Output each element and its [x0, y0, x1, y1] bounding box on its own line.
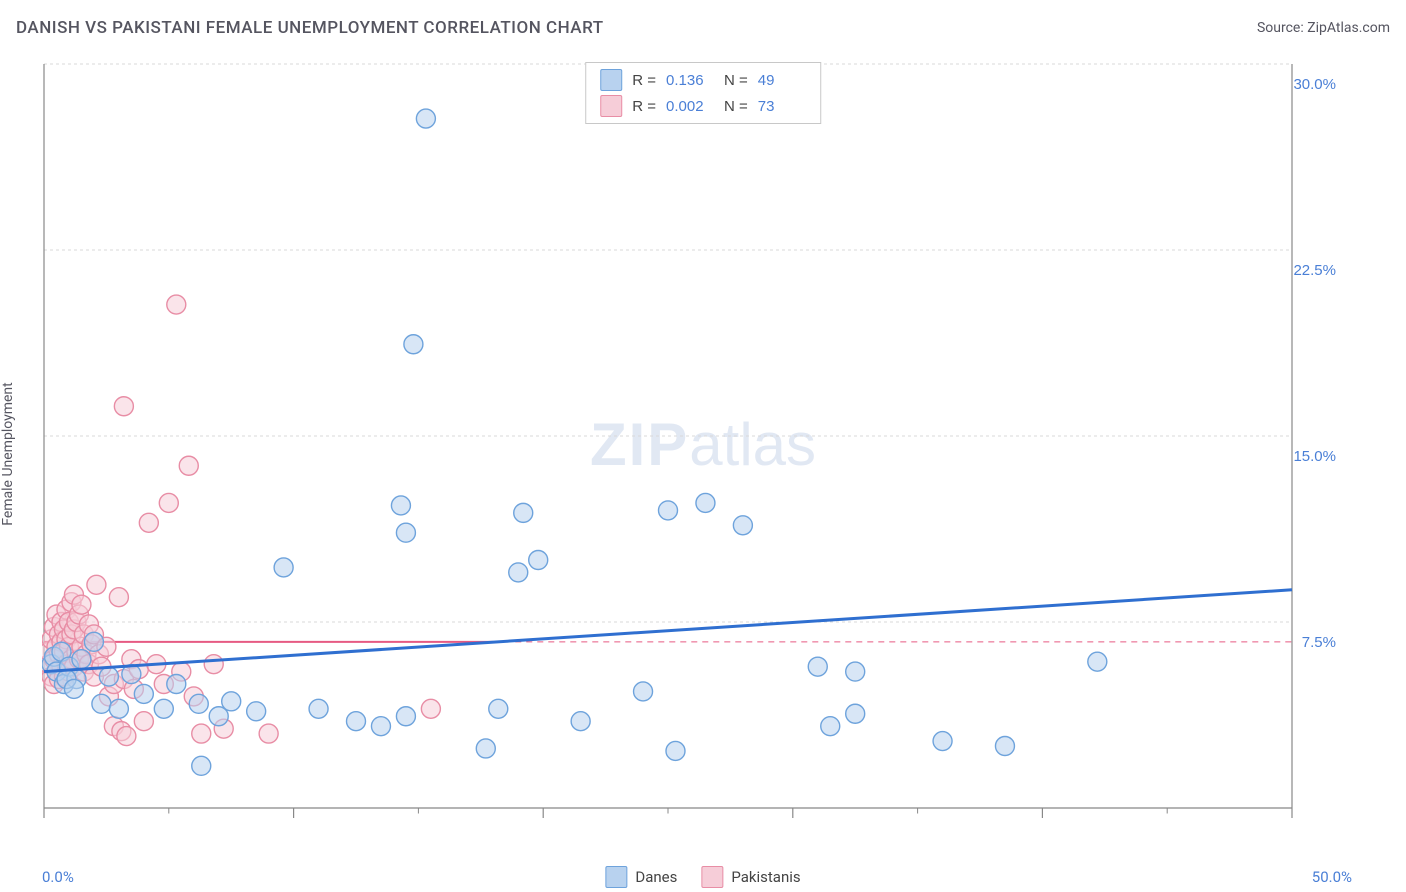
legend-item-danes: Danes	[605, 866, 677, 888]
chart-title: DANISH VS PAKISTANI FEMALE UNEMPLOYMENT …	[16, 18, 604, 38]
legend-swatch-blue	[600, 69, 622, 91]
legend-swatch-pakistanis	[701, 866, 723, 888]
svg-text:30.0%: 30.0%	[1293, 76, 1336, 93]
legend-row-pakistanis: R = 0.002 N = 73	[600, 95, 806, 117]
series-legend: Danes Pakistanis	[605, 866, 800, 888]
svg-text:7.5%: 7.5%	[1302, 634, 1336, 651]
legend-swatch-pink	[600, 95, 622, 117]
x-axis-max-label: 50.0%	[1312, 868, 1352, 886]
svg-text:15.0%: 15.0%	[1293, 448, 1336, 465]
correlation-legend: R = 0.136 N = 49 R = 0.002 N = 73	[585, 62, 821, 124]
x-axis-min-label: 0.0%	[42, 868, 74, 886]
legend-item-pakistanis: Pakistanis	[701, 866, 800, 888]
legend-row-danes: R = 0.136 N = 49	[600, 69, 806, 91]
legend-label-danes: Danes	[635, 868, 677, 886]
y-axis-label: Female Unemployment	[0, 382, 16, 526]
source-label: Source: ZipAtlas.com	[1257, 20, 1390, 36]
svg-text:22.5%: 22.5%	[1293, 262, 1336, 279]
scatter-plot: 7.5% 15.0% 22.5% 30.0%	[42, 62, 1342, 822]
legend-swatch-danes	[605, 866, 627, 888]
legend-label-pakistanis: Pakistanis	[731, 868, 800, 886]
